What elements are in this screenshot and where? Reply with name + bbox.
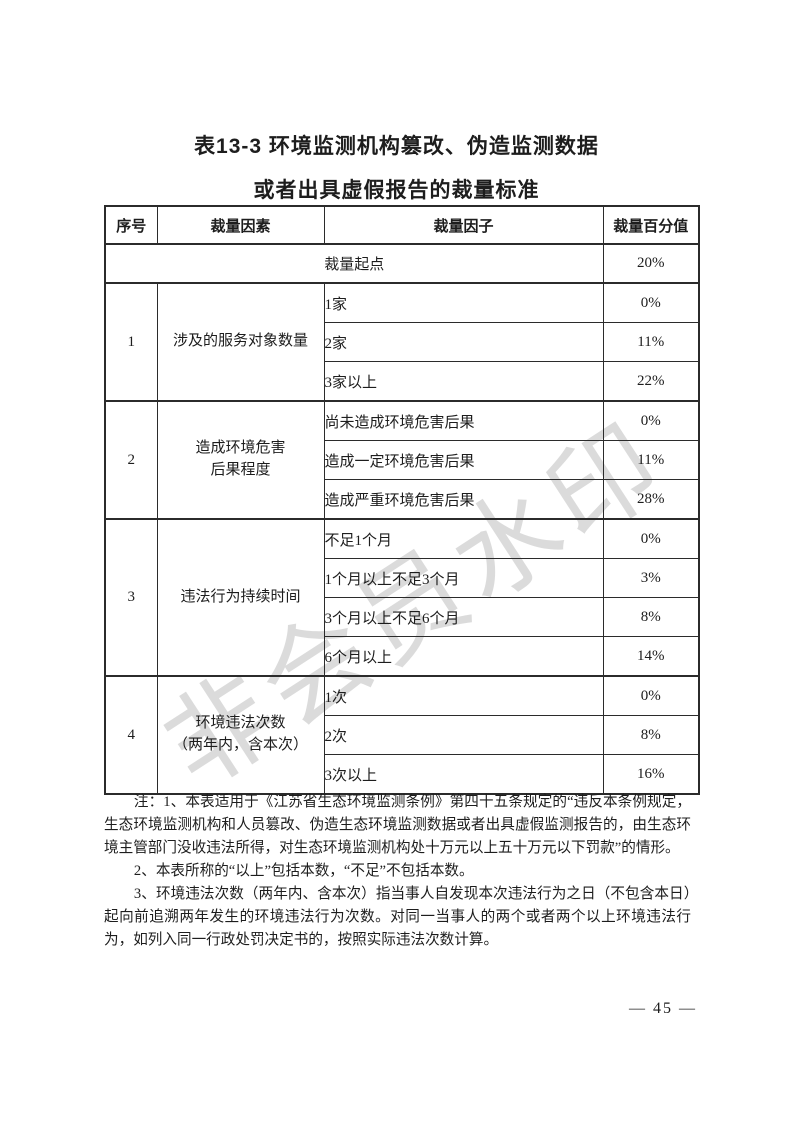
group1-sub-1: 2家 xyxy=(323,322,604,362)
group1-pct-2: 22% xyxy=(602,361,700,402)
table-row: 6个月以上 14% xyxy=(105,636,700,677)
group3-factor: 违法行为持续时间 xyxy=(156,518,325,677)
group3-pct-3: 14% xyxy=(602,636,700,677)
group2-pct-1: 11% xyxy=(602,440,700,480)
table-row: 3家以上 22% xyxy=(105,361,700,402)
group3-sub-0: 不足1个月 xyxy=(323,518,604,559)
note-paragraph-2: 2、本表所称的“以上”包括本数，“不足”不包括本数。 xyxy=(133,863,474,879)
header-percent: 裁量百分值 xyxy=(602,205,700,245)
group2-sub-0: 尚未造成环境危害后果 xyxy=(323,400,604,441)
table-row: 2家 11% xyxy=(105,322,700,362)
table-header-row: 序号 裁量因素 裁量因子 裁量百分值 xyxy=(104,205,700,245)
group1-sub-0: 1家 xyxy=(323,282,604,323)
note-paragraph-3: 3、环境违法次数（两年内、含本次）指当事人自发现本次违法行为之日（不包含本日）起… xyxy=(104,886,691,948)
group4-sub-2: 3次以上 xyxy=(323,754,604,795)
table-row: 3 违法行为持续时间 不足1个月 0% xyxy=(104,518,700,677)
group4-sub-0: 1次 xyxy=(323,675,604,716)
group1-pct-1: 11% xyxy=(602,322,700,362)
table-row: 2次 8% xyxy=(105,715,700,755)
page-title-line1: 表13-3 环境监测机构篡改、伪造监测数据 xyxy=(194,135,599,158)
group3-sub-2: 3个月以上不足6个月 xyxy=(323,597,604,637)
group1-no: 1 xyxy=(104,282,158,402)
group4-pct-2: 16% xyxy=(602,754,700,795)
group2-sub-1: 造成一定环境危害后果 xyxy=(323,440,604,480)
discretion-standard-table: 序号 裁量因素 裁量因子 裁量百分值 裁量起点 20% 1 涉及的服务对象数量 … xyxy=(104,205,700,795)
table-row: 4 环境违法次数 （两年内，含本次） 1次 0% xyxy=(104,675,700,795)
group3-no: 3 xyxy=(104,518,158,677)
group1-factor: 涉及的服务对象数量 xyxy=(156,282,325,402)
group2-pct-2: 28% xyxy=(602,479,700,520)
group3-sub-3: 6个月以上 xyxy=(323,636,604,677)
group2-sub-2: 造成严重环境危害后果 xyxy=(323,479,604,520)
note-paragraph-1: 注：1、本表适用于《江苏省生态环境监测条例》第四十五条规定的“违反本条例规定，生… xyxy=(104,794,691,856)
group4-no: 4 xyxy=(104,675,158,795)
notes-section: 注：1、本表适用于《江苏省生态环境监测条例》第四十五条规定的“违反本条例规定，生… xyxy=(104,791,691,952)
header-no: 序号 xyxy=(104,205,158,245)
group2-factor: 造成环境危害 后果程度 xyxy=(156,400,325,520)
table-row: 3个月以上不足6个月 8% xyxy=(105,597,700,637)
group2-no: 2 xyxy=(104,400,158,520)
header-factor: 裁量因素 xyxy=(156,205,325,245)
group4-pct-0: 0% xyxy=(602,675,700,716)
table-row: 造成严重环境危害后果 28% xyxy=(105,479,700,520)
group3-pct-2: 8% xyxy=(602,597,700,637)
table-row: 2 造成环境危害 后果程度 尚未造成环境危害后果 0% xyxy=(104,400,700,520)
table-row: 3次以上 16% xyxy=(105,754,700,795)
group4-factor: 环境违法次数 （两年内，含本次） xyxy=(156,675,325,795)
group4-pct-1: 8% xyxy=(602,715,700,755)
group4-sub-1: 2次 xyxy=(323,715,604,755)
group1-sub-2: 3家以上 xyxy=(323,361,604,402)
page-number: — 45 — xyxy=(629,1000,697,1017)
group1-pct-0: 0% xyxy=(602,282,700,323)
base-row-label: 裁量起点 xyxy=(104,243,604,284)
table-row: 1个月以上不足3个月 3% xyxy=(105,558,700,598)
group2-pct-0: 0% xyxy=(602,400,700,441)
table-row: 1 涉及的服务对象数量 1家 0% xyxy=(104,282,700,402)
group3-pct-0: 0% xyxy=(602,518,700,559)
header-sub-factor: 裁量因子 xyxy=(323,205,604,245)
base-row-percent: 20% xyxy=(602,243,700,284)
table-row-base: 裁量起点 20% xyxy=(104,243,700,284)
page-title-line2: 或者出具虚假报告的裁量标准 xyxy=(253,179,540,202)
table-row: 造成一定环境危害后果 11% xyxy=(105,440,700,480)
group3-sub-1: 1个月以上不足3个月 xyxy=(323,558,604,598)
group3-pct-1: 3% xyxy=(602,558,700,598)
